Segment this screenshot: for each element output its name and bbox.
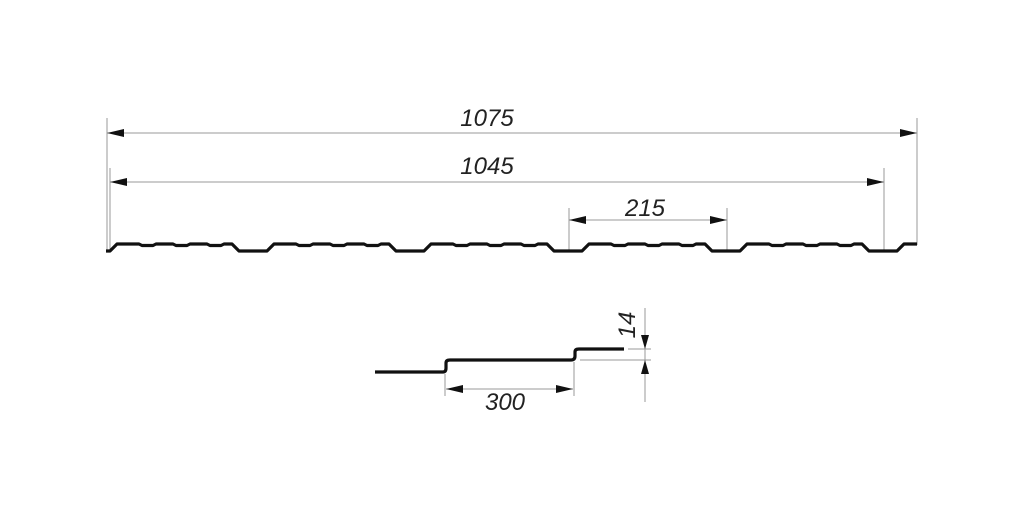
- label-14: 14: [614, 312, 641, 339]
- label-300: 300: [485, 389, 526, 416]
- dimension-useful-width: 1045: [110, 153, 884, 186]
- label-215: 215: [624, 195, 666, 222]
- step-profile-line: [375, 347, 624, 374]
- label-1045: 1045: [460, 153, 514, 180]
- sheet-profile-line: [106, 242, 917, 253]
- extension-lines: [106, 118, 918, 250]
- label-1075: 1075: [460, 105, 514, 132]
- dimension-wave-pitch: 215: [569, 195, 727, 224]
- step-detail: 300 14: [375, 308, 651, 416]
- dimension-overall-width: 1075: [107, 105, 917, 137]
